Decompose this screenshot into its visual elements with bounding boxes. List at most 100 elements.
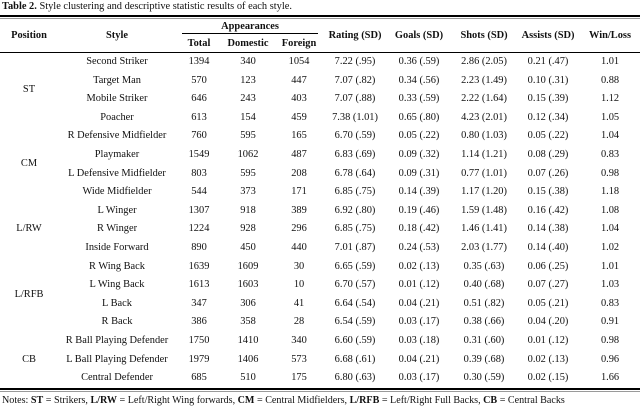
table-caption-label: Table 2. (2, 1, 37, 12)
value-cell: 1.66 (600, 372, 620, 384)
value-cell: 2.23 (1.49) (461, 74, 507, 86)
notes-abbr: CM (237, 394, 255, 406)
value-cell: 1549 (188, 149, 210, 161)
value-cell: 1.04 (600, 130, 620, 142)
value-cell: 0.14 (.40) (527, 242, 569, 254)
value-cell: 1394 (188, 56, 210, 68)
header-appearances: Appearances (182, 21, 319, 34)
value-cell: 1.08 (600, 204, 620, 216)
table-caption-text: Style clustering and descriptive statist… (36, 1, 292, 12)
value-cell: 0.03 (.17) (398, 372, 440, 384)
table-row: Poacher 613 154 459 7.38 (1.01) 0.65 (.8… (0, 109, 640, 128)
style-cell: L Back (102, 297, 132, 309)
value-cell: 0.05 (.22) (398, 130, 440, 142)
table-row: CB R Ball Playing Defender 1750 1410 340… (0, 332, 640, 364)
value-cell: 1750 (188, 335, 210, 346)
value-cell: 1979 (188, 353, 210, 365)
value-cell: 1406 (237, 353, 259, 365)
style-cell: L Ball Playing Defender (66, 353, 168, 365)
table-header: Position Style Appearances Rating (SD) G… (0, 19, 640, 53)
header-goals: Goals (SD) (386, 19, 453, 53)
value-cell: 510 (240, 372, 256, 384)
style-cell: R Winger (96, 223, 138, 235)
value-cell: 613 (191, 111, 207, 123)
value-cell: 7.22 (.95) (334, 56, 376, 68)
value-cell: 0.21 (.47) (527, 56, 569, 68)
value-cell: 1.12 (600, 93, 620, 105)
style-cell: R Wing Back (89, 260, 145, 272)
table-body: ST Second Striker 1394 340 1054 7.22 (.9… (0, 53, 640, 388)
value-cell: 2.86 (2.05) (461, 56, 507, 68)
value-cell: 1.02 (600, 242, 620, 254)
value-cell: 459 (291, 111, 307, 123)
value-cell: 0.01 (.12) (398, 279, 440, 291)
table-row: L Defensive Midfielder 803 595 208 6.78 … (0, 165, 640, 184)
style-cell: Wide Midfielder (82, 186, 152, 198)
value-cell: 41 (293, 297, 305, 309)
table-row: R Winger 1224 928 296 6.85 (.75) 0.18 (.… (0, 220, 640, 239)
value-cell: 0.30 (.59) (463, 372, 505, 384)
header-total: Total (176, 35, 222, 53)
value-cell: 6.80 (.63) (334, 372, 376, 384)
value-cell: 0.19 (.46) (398, 204, 440, 216)
value-cell: 1613 (188, 279, 210, 291)
value-cell: 0.07 (.26) (527, 167, 569, 179)
value-cell: 0.01 (.12) (527, 335, 569, 346)
value-cell: 0.15 (.39) (527, 93, 569, 105)
value-cell: 918 (240, 204, 256, 216)
notes-abbr: CB (483, 394, 498, 406)
value-cell: 0.15 (.38) (527, 186, 569, 198)
value-cell: 440 (291, 242, 307, 254)
header-rating: Rating (SD) (324, 19, 387, 53)
value-cell: 7.38 (1.01) (332, 111, 378, 123)
value-cell: 595 (240, 167, 256, 179)
value-cell: 890 (191, 242, 207, 254)
value-cell: 0.02 (.13) (398, 260, 440, 272)
position-group-cell: CM (20, 158, 38, 170)
value-cell: 386 (191, 316, 207, 328)
value-cell: 0.03 (.18) (398, 335, 440, 346)
notes-def: = Strikers, (43, 394, 91, 406)
value-cell: 0.39 (.68) (463, 353, 505, 365)
value-cell: 6.60 (.59) (334, 335, 376, 346)
value-cell: 0.06 (.25) (527, 260, 569, 272)
value-cell: 1.01 (600, 56, 620, 68)
value-cell: 1.18 (600, 186, 620, 198)
value-cell: 0.02 (.15) (527, 372, 569, 384)
value-cell: 358 (240, 316, 256, 328)
header-domestic: Domestic (222, 35, 274, 53)
value-cell: 7.01 (.87) (334, 242, 376, 254)
value-cell: 1.59 (1.48) (461, 204, 507, 216)
value-cell: 1.14 (1.21) (461, 149, 507, 161)
value-cell: 28 (293, 316, 305, 328)
notes-def: = Left/Right Full Backs, (379, 394, 484, 406)
value-cell: 6.54 (.59) (334, 316, 376, 328)
table-row: L Wing Back 1613 1603 10 6.70 (.57) 0.01… (0, 276, 640, 295)
value-cell: 450 (240, 242, 256, 254)
style-clustering-table: Position Style Appearances Rating (SD) G… (0, 19, 640, 388)
value-cell: 0.05 (.22) (527, 130, 569, 142)
value-cell: 6.68 (.61) (334, 353, 376, 365)
value-cell: 0.38 (.66) (463, 316, 505, 328)
value-cell: 0.96 (600, 353, 620, 365)
notes-def: = Central Midfielders, (254, 394, 350, 406)
value-cell: 447 (291, 74, 307, 86)
value-cell: 4.23 (2.01) (461, 111, 507, 123)
header-row-top: Position Style Appearances Rating (SD) G… (0, 19, 640, 53)
table-row: R Back 386 358 28 6.54 (.59) 0.03 (.17) … (0, 313, 640, 332)
value-cell: 165 (291, 130, 307, 142)
value-cell: 2.22 (1.64) (461, 93, 507, 105)
value-cell: 340 (240, 56, 256, 68)
value-cell: 0.18 (.42) (398, 223, 440, 235)
value-cell: 1307 (188, 204, 210, 216)
value-cell: 1410 (237, 335, 259, 346)
value-cell: 373 (240, 186, 256, 198)
table-row: Central Defender 685 510 175 6.80 (.63) … (0, 369, 640, 388)
value-cell: 0.83 (600, 149, 620, 161)
style-cell: L Winger (97, 204, 137, 216)
value-cell: 1.05 (600, 111, 620, 123)
value-cell: 0.12 (.34) (527, 111, 569, 123)
header-style: Style (58, 19, 176, 53)
value-cell: 6.92 (.80) (334, 204, 376, 216)
value-cell: 0.14 (.39) (398, 186, 440, 198)
